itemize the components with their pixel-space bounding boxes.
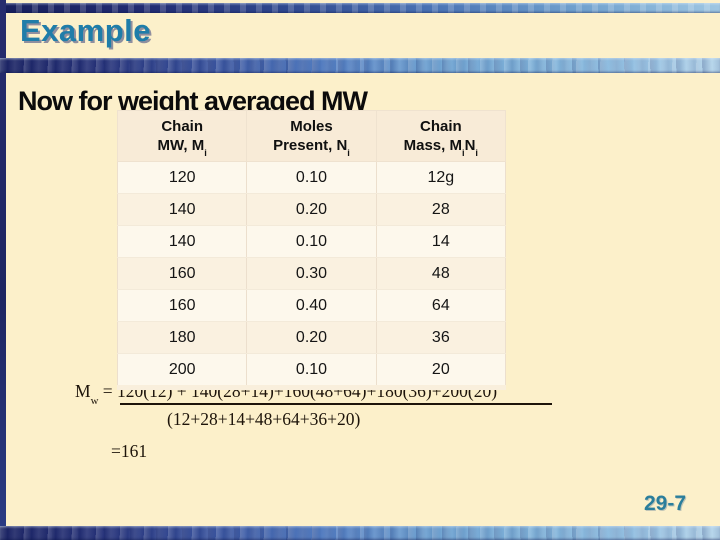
col-header-chain-mass: Chain Mass, MiNi (375, 110, 507, 162)
cell-moles-present: 0.10 (246, 161, 377, 194)
header-line2: MW, M (157, 137, 205, 154)
cell-moles-present: 0.10 (246, 353, 377, 388)
header-line2b: N (464, 137, 476, 154)
cell-chain-mass: 14 (375, 225, 507, 258)
table-row: 180 0.20 36 (116, 321, 507, 354)
cell-chain-mw: 200 (116, 353, 248, 388)
cell-chain-mass: 36 (375, 321, 507, 354)
cell-chain-mass: 64 (375, 289, 507, 322)
col-header-moles-present: Moles Present, Ni (246, 110, 377, 162)
formula-lhs: M (75, 381, 91, 401)
page-number: 29-7 (644, 492, 687, 515)
header-line1: Chain (161, 118, 203, 135)
fraction-bar (120, 403, 552, 405)
header-subscript: i (347, 148, 350, 158)
table-row: 160 0.30 48 (116, 257, 507, 290)
header-subscript: i (475, 148, 479, 158)
cell-moles-present: 0.40 (246, 289, 377, 322)
cell-moles-present: 0.10 (246, 225, 377, 258)
header-line1: Chain (419, 118, 462, 135)
header-subscript: i (461, 148, 465, 158)
formula-denominator: (12+28+14+48+64+36+20) (167, 409, 361, 429)
footer-bar (0, 526, 720, 540)
cell-moles-present: 0.20 (246, 193, 377, 226)
formula-result: =161 (111, 441, 148, 461)
cell-chain-mw: 140 (116, 193, 248, 226)
top-accent-bar (0, 3, 720, 13)
cell-chain-mass: 48 (375, 257, 507, 290)
formula-equals: = (98, 381, 118, 401)
cell-chain-mw: 160 (116, 289, 248, 322)
mw-data-table: Chain MW, Mi Moles Present, Ni Chain Mas… (116, 110, 507, 390)
header-line2: Present, N (273, 137, 348, 154)
cell-chain-mw: 140 (116, 225, 248, 258)
slide-title: Example (20, 13, 152, 48)
cell-moles-present: 0.30 (246, 257, 377, 290)
cell-moles-present: 0.20 (246, 321, 377, 354)
header-line1: Moles (290, 118, 333, 135)
table-row: 140 0.10 14 (116, 225, 507, 258)
cell-chain-mass: 28 (375, 193, 507, 226)
header-subscript: i (204, 148, 207, 158)
table-header: Chain MW, Mi Moles Present, Ni Chain Mas… (116, 110, 507, 162)
cell-chain-mw: 160 (116, 257, 248, 290)
table-body: 120 0.10 12g 140 0.20 28 140 0.10 14 160… (116, 161, 507, 388)
table-row: 140 0.20 28 (116, 193, 507, 226)
cell-chain-mass: 20 (375, 353, 507, 388)
header-row: Chain MW, Mi Moles Present, Ni Chain Mas… (116, 110, 507, 162)
left-edge-bar (0, 0, 6, 540)
title-divider-bar (0, 58, 720, 73)
cell-chain-mw: 180 (116, 321, 248, 354)
cell-chain-mw: 120 (116, 161, 248, 194)
table-row: 200 0.10 20 (116, 353, 507, 388)
formula-lhs-subscript: w (90, 394, 99, 407)
header-line2: Mass, M (403, 137, 462, 154)
table-row: 160 0.40 64 (116, 289, 507, 322)
cell-chain-mass: 12g (375, 161, 507, 194)
table-row: 120 0.10 12g (116, 161, 507, 194)
col-header-chain-mw: Chain MW, Mi (116, 110, 248, 162)
